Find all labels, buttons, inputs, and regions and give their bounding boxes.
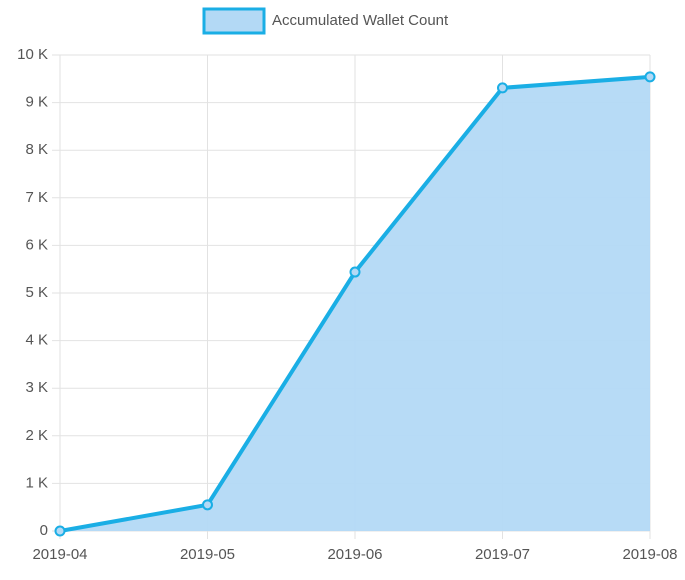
y-tick-label: 4 K <box>25 332 48 349</box>
point <box>497 82 508 94</box>
point <box>54 525 66 537</box>
y-tick-label: 8 K <box>25 141 48 158</box>
x-tick-label: 2019-06 <box>327 546 382 563</box>
x-tick-label: 2019-07 <box>475 546 530 563</box>
point <box>644 71 656 83</box>
legend-swatch <box>202 7 266 35</box>
x-tick-label: 2019-05 <box>180 546 235 563</box>
x-tick-label: 2019-08 <box>622 546 677 563</box>
area <box>60 76 650 532</box>
point <box>349 266 361 278</box>
y-tick-label: 0 <box>40 522 48 539</box>
y-tick-label: 7 K <box>25 189 48 206</box>
y-tick-label: 6 K <box>25 236 48 253</box>
legend-label: Accumulated Wallet Count <box>272 12 449 29</box>
x-tick-label: 2019-04 <box>32 546 87 563</box>
y-tick-label: 2 K <box>25 427 48 444</box>
point <box>202 499 213 511</box>
y-tick-label: 10 K <box>17 46 48 63</box>
y-tick-label: 1 K <box>25 474 48 491</box>
y-tick-label: 5 K <box>25 284 48 301</box>
y-tick-label: 3 K <box>25 379 48 396</box>
y-tick-label: 9 K <box>25 94 48 111</box>
